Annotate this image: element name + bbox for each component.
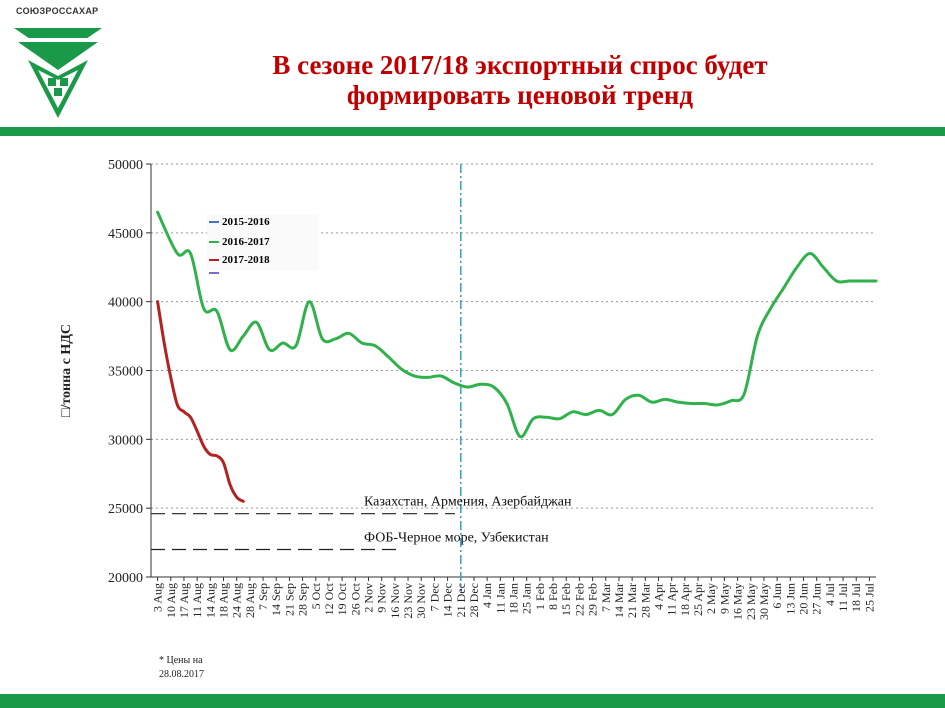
x-tick-label: 9 Nov xyxy=(375,583,389,613)
x-tick-label: 7 Sep xyxy=(256,583,270,610)
x-tick-label: 18 Apr xyxy=(678,583,692,616)
logo-name: СОЮЗРОССАХАР xyxy=(16,6,99,16)
x-tick-label: 30 May xyxy=(757,583,771,620)
y-tick-label: 40000 xyxy=(108,296,143,311)
footnote: * Цены на 28.08.2017 xyxy=(159,655,204,680)
title-line-1: В сезоне 2017/18 экспортный спрос будет xyxy=(272,50,768,80)
x-tick-label: 11 Jan xyxy=(493,583,507,614)
legend-item-2015-2016: 2015-2016 xyxy=(209,216,270,230)
x-tick-label: 25 Apr xyxy=(691,583,705,616)
x-tick-label: 22 Feb xyxy=(572,583,586,616)
y-tick-label: 25000 xyxy=(108,502,143,517)
legend-label: 2017-2018 xyxy=(222,254,270,266)
x-tick-label: 4 Jan xyxy=(480,583,494,608)
x-tick-label: 21 Mar xyxy=(625,583,639,618)
x-tick-label: 27 Jun xyxy=(810,583,824,615)
x-tick-label: 14 Dec xyxy=(441,583,455,617)
y-tick-label: 35000 xyxy=(108,365,143,380)
x-tick-label: 18 Jul xyxy=(849,582,863,612)
x-tick-label: 23 Nov xyxy=(401,583,415,619)
x-tick-label: 14 Mar xyxy=(612,583,626,618)
x-tick-label: 4 Apr xyxy=(652,583,666,610)
x-tick-label: 29 Feb xyxy=(586,583,600,616)
legend-label: 2015-2016 xyxy=(222,216,270,228)
reference-label: ФОБ-Черное море, Узбекистан xyxy=(364,530,549,545)
legend-swatch xyxy=(209,221,219,224)
page-title: В сезоне 2017/18 экспортный спрос будет … xyxy=(120,50,920,110)
x-tick-label: 1 Feb xyxy=(533,583,547,610)
axis-labels: 20000 25000 30000 35000 40000 45000 50000 3 Aug… xyxy=(59,158,876,620)
x-tick-label: 10 Aug xyxy=(164,583,178,618)
x-tick-label: 25 Jan xyxy=(520,583,534,614)
x-tick-label: 21 Sep xyxy=(282,583,296,616)
legend-item-2016-2017: 2016-2017 xyxy=(209,236,270,250)
x-tick-label: 28 Sep xyxy=(296,583,310,616)
y-tick-label: 45000 xyxy=(108,227,143,242)
x-tick-label: 11 Jul xyxy=(836,582,850,611)
y-tick-label: 50000 xyxy=(108,158,143,173)
x-tick-label: 19 Oct xyxy=(335,582,349,615)
x-tick-label: 6 Jun xyxy=(770,583,784,609)
x-tick-label: 28 Aug xyxy=(243,583,257,618)
x-tick-label: 18 Jan xyxy=(507,583,521,614)
x-tick-label: 9 May xyxy=(717,583,731,614)
y-axis-title: □/тонна с НДС xyxy=(59,324,74,417)
legend-extra-swatch xyxy=(209,272,219,274)
x-tick-label: 14 Sep xyxy=(269,583,283,616)
title-line-2: формировать ценовой тренд xyxy=(346,80,694,110)
x-tick-label: 13 Jun xyxy=(783,583,797,615)
x-tick-label: 14 Aug xyxy=(203,583,217,618)
x-tick-label: 2 Nov xyxy=(362,583,376,613)
x-tick-label: 16 May xyxy=(731,583,745,620)
legend-swatch xyxy=(209,259,219,262)
x-tick-label: 24 Aug xyxy=(230,583,244,618)
x-tick-label: 2 May xyxy=(704,583,718,614)
legend-swatch xyxy=(209,241,219,244)
header-divider xyxy=(0,127,945,136)
x-tick-label: 20 Jun xyxy=(797,583,811,615)
x-tick-label: 26 Oct xyxy=(348,582,362,615)
x-tick-label: 28 Dec xyxy=(467,583,481,617)
x-tick-label: 3 Aug xyxy=(151,583,165,612)
x-tick-label: 23 May xyxy=(744,583,758,620)
legend-item-2017-2018: 2017-2018 xyxy=(209,254,270,268)
x-tick-label: 7 Mar xyxy=(599,583,613,612)
logo: СОЮЗРОССАХАР xyxy=(10,6,110,118)
series-line-2016-2017 xyxy=(156,210,878,439)
x-tick-label: 18 Aug xyxy=(217,583,231,618)
x-tick-label: 16 Nov xyxy=(388,583,402,619)
reference-label: Казахстан, Армения, Азербайджан xyxy=(364,495,572,510)
x-tick-label: 28 Mar xyxy=(638,583,652,618)
x-tick-label: 11 Aug xyxy=(190,583,204,618)
series-line-2017-2018 xyxy=(156,300,245,503)
logo-emblem-icon xyxy=(14,28,102,118)
footer-bar xyxy=(0,694,945,708)
x-tick-label: 7 Dec xyxy=(427,583,441,611)
x-tick-label: 21 Dec xyxy=(454,583,468,617)
x-tick-label: 11 Apr xyxy=(665,583,679,616)
x-tick-label: 25 Jul xyxy=(862,582,876,612)
x-tick-label: 30 Nov xyxy=(414,583,428,619)
x-tick-label: 12 Oct xyxy=(322,582,336,615)
x-tick-label: 4 Jul xyxy=(823,582,837,606)
reference-lines xyxy=(151,164,462,591)
x-tick-label: 8 Feb xyxy=(546,583,560,610)
series-lines xyxy=(156,210,878,503)
y-tick-label: 20000 xyxy=(108,571,143,586)
legend-label: 2016-2017 xyxy=(222,236,270,248)
x-tick-label: 5 Oct xyxy=(309,582,323,609)
chart-legend: 2015-2016 2016-2017 2017-2018 xyxy=(207,214,319,270)
y-tick-label: 30000 xyxy=(108,433,143,448)
x-tick-label: 17 Aug xyxy=(177,583,191,618)
x-tick-label: 15 Feb xyxy=(559,583,573,616)
